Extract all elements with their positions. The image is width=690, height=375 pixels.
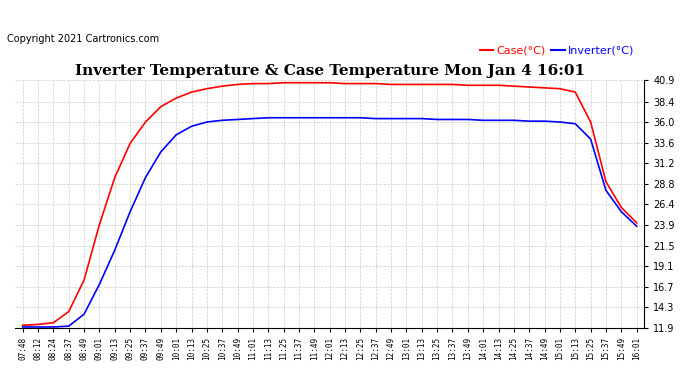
- Text: Copyright 2021 Cartronics.com: Copyright 2021 Cartronics.com: [7, 34, 159, 44]
- Legend: Case(°C), Inverter(°C): Case(°C), Inverter(°C): [475, 41, 639, 60]
- Title: Inverter Temperature & Case Temperature Mon Jan 4 16:01: Inverter Temperature & Case Temperature …: [75, 64, 584, 78]
